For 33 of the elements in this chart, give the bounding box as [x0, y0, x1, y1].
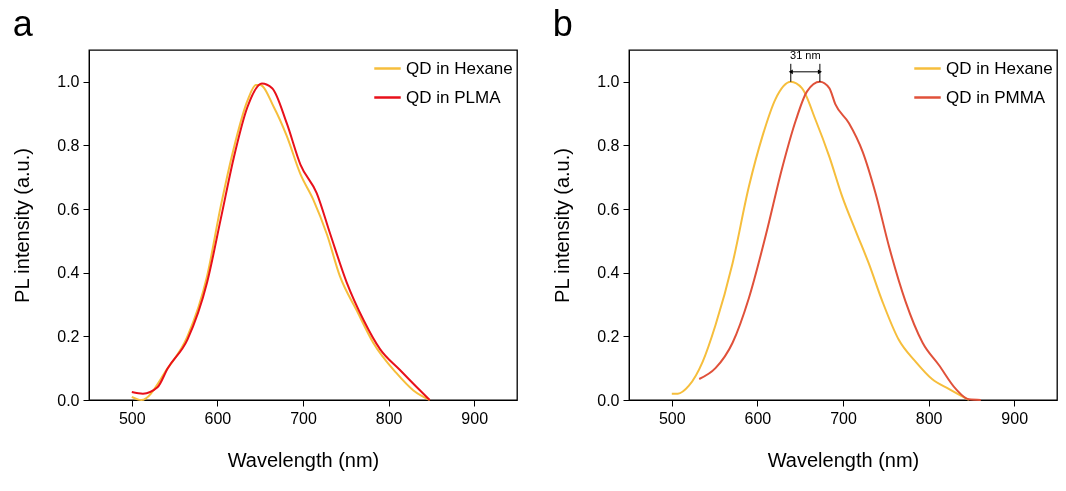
- y-tick-label: 0.8: [57, 136, 80, 154]
- y-tick-label: 0.2: [57, 327, 80, 345]
- legend-label: QD in Hexane: [406, 58, 513, 78]
- y-tick-label: 0.8: [597, 136, 620, 154]
- x-tick-label: 700: [290, 409, 317, 427]
- x-tick-label: 600: [204, 409, 232, 427]
- chart-title: a: [12, 3, 34, 44]
- chart-title: b: [552, 2, 573, 44]
- y-tick-label: 0.4: [597, 264, 620, 282]
- x-tick-label: 900: [461, 409, 489, 427]
- x-tick-label: 700: [830, 409, 857, 427]
- x-tick-label: 900: [1001, 409, 1029, 427]
- y-tick-label: 0.0: [597, 391, 620, 409]
- legend-label: QD in PLMA: [406, 87, 502, 107]
- y-tick-label: 1.0: [57, 73, 80, 91]
- x-axis-title: Wavelength (nm): [227, 448, 380, 471]
- legend-label: QD in Hexane: [946, 58, 1053, 78]
- y-tick-label: 0.4: [57, 264, 80, 282]
- x-axis-title: Wavelength (nm): [767, 448, 920, 471]
- y-axis-title: PL intensity (a.u.): [551, 148, 574, 303]
- x-tick-label: 500: [118, 409, 146, 427]
- x-tick-label: 500: [658, 409, 686, 427]
- y-tick-label: 0.2: [597, 327, 620, 345]
- x-tick-label: 800: [375, 409, 403, 427]
- x-tick-label: 800: [915, 409, 943, 427]
- y-tick-label: 0.6: [597, 200, 620, 218]
- y-tick-label: 0.0: [57, 391, 80, 409]
- y-tick-label: 0.6: [57, 200, 80, 218]
- annotation: 31 nm: [790, 48, 821, 61]
- y-tick-label: 1.0: [597, 73, 620, 91]
- x-tick-label: 600: [744, 409, 772, 427]
- y-axis-title: PL intensity (a.u.): [11, 148, 34, 303]
- legend-label: QD in PMMA: [946, 87, 1046, 107]
